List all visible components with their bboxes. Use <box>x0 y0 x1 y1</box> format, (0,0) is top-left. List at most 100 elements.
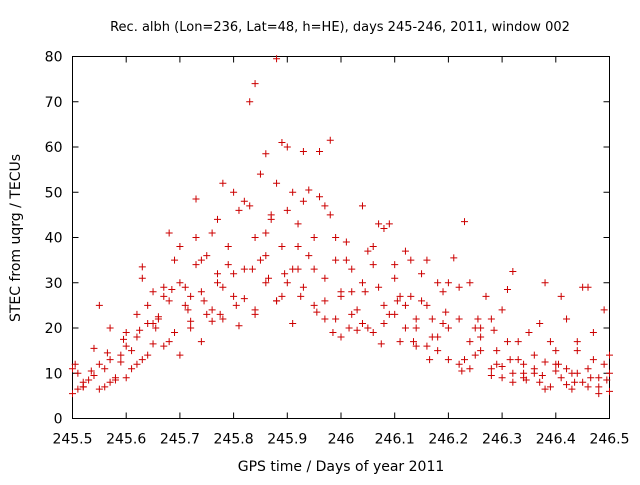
data-point-plus-marker <box>348 288 356 296</box>
data-point-plus-marker <box>353 326 361 334</box>
data-point-plus-marker <box>203 310 211 318</box>
data-point-plus-marker <box>391 310 399 318</box>
data-point-plus-marker <box>461 356 469 364</box>
data-point-plus-marker <box>184 306 192 314</box>
data-point-plus-marker <box>506 356 514 364</box>
data-point-plus-marker <box>262 279 270 287</box>
data-point-plus-marker <box>149 319 157 327</box>
data-point-plus-marker <box>342 238 350 246</box>
data-point-plus-marker <box>316 193 324 201</box>
data-point-plus-marker <box>316 148 324 156</box>
data-point-plus-marker <box>283 279 291 287</box>
data-point-plus-marker <box>181 301 189 309</box>
data-point-plus-marker <box>332 234 340 241</box>
x-axis: 245.5 245.6 245.7 245.8 245.9 246 246.1 246.2 24… <box>52 56 630 448</box>
x-tick-label: 245.8 <box>214 432 254 448</box>
data-point-plus-marker <box>181 283 189 291</box>
data-point-plus-marker <box>326 211 334 219</box>
data-point-plus-marker <box>90 344 98 352</box>
data-point-plus-marker <box>265 274 273 282</box>
data-point-plus-marker <box>224 261 232 269</box>
data-point-plus-marker <box>332 256 340 264</box>
data-point-plus-marker <box>283 206 291 214</box>
data-point-plus-marker <box>289 265 297 273</box>
data-point-plus-marker <box>401 301 409 309</box>
data-point-plus-marker <box>106 324 114 332</box>
data-point-plus-marker <box>520 360 528 368</box>
data-point-plus-marker <box>573 369 581 377</box>
data-point-plus-marker <box>136 326 144 334</box>
data-point-plus-marker <box>541 358 549 366</box>
data-point-plus-marker <box>503 286 511 294</box>
data-point-plus-marker <box>122 329 130 337</box>
data-point-plus-marker <box>321 297 329 305</box>
data-point-plus-marker <box>471 351 479 359</box>
data-point-plus-marker <box>219 179 227 187</box>
x-tick-label: 246.3 <box>482 432 522 448</box>
data-point-plus-marker <box>313 308 321 316</box>
data-point-plus-marker <box>380 301 388 309</box>
data-point-plus-marker <box>423 342 431 350</box>
data-point-plus-marker <box>493 360 501 368</box>
data-point-plus-marker <box>375 283 383 291</box>
data-point-plus-marker <box>310 234 318 241</box>
data-point-plus-marker <box>455 283 463 291</box>
data-point-plus-marker <box>95 301 103 309</box>
data-point-plus-marker <box>380 319 388 327</box>
data-point-plus-marker <box>326 136 334 144</box>
data-point-plus-marker <box>442 308 450 316</box>
data-point-plus-marker <box>120 335 128 343</box>
data-point-plus-marker <box>235 206 243 214</box>
data-point-plus-marker <box>240 265 248 273</box>
data-point-plus-marker <box>122 342 130 350</box>
x-tick-label: 246 <box>328 432 355 448</box>
data-point-plus-marker <box>364 247 372 255</box>
data-point-plus-marker <box>423 256 431 264</box>
data-point-plus-marker <box>69 390 76 398</box>
data-point-plus-marker <box>273 297 281 305</box>
data-point-plus-marker <box>482 292 490 300</box>
data-point-plus-marker <box>412 315 420 323</box>
data-point-plus-marker <box>546 383 554 391</box>
data-point-plus-marker <box>128 347 136 355</box>
data-point-plus-marker <box>176 279 184 287</box>
data-point-plus-marker <box>208 306 216 314</box>
data-point-plus-marker <box>587 374 595 382</box>
data-point-plus-marker <box>337 333 345 341</box>
x-tick-label: 246.4 <box>536 432 576 448</box>
data-point-plus-marker <box>552 367 560 375</box>
data-point-plus-marker <box>345 324 353 332</box>
y-axis-title: STEC from uqrg / TECUs <box>8 154 24 322</box>
data-point-plus-marker <box>407 256 415 264</box>
data-point-plus-marker <box>538 372 546 380</box>
data-point-plus-marker <box>522 376 530 384</box>
data-point-plus-marker <box>87 367 95 375</box>
chart-title: Rec. albh (Lon=236, Lat=48, h=HE), days … <box>110 20 570 35</box>
data-point-plus-marker <box>563 381 571 389</box>
y-tick-label: 10 <box>45 366 63 382</box>
data-point-plus-marker <box>321 315 329 323</box>
y-tick-label: 80 <box>45 50 63 66</box>
data-point-plus-marker <box>216 310 224 318</box>
data-point-plus-marker <box>439 288 447 296</box>
data-point-plus-marker <box>606 351 613 359</box>
data-point-plus-marker <box>85 376 93 384</box>
data-point-plus-marker <box>595 390 603 398</box>
data-point-plus-marker <box>377 340 385 348</box>
data-point-plus-marker <box>455 360 463 368</box>
data-point-plus-marker <box>557 292 565 300</box>
y-axis: 0 10 20 30 40 50 60 70 80 <box>45 50 610 428</box>
data-point-plus-marker <box>401 324 409 332</box>
data-point-plus-marker <box>466 338 474 346</box>
data-point-plus-marker <box>95 360 103 368</box>
data-point-plus-marker <box>71 360 79 368</box>
data-point-plus-marker <box>603 376 611 384</box>
data-point-plus-marker <box>262 150 270 158</box>
data-point-plus-marker <box>273 55 281 63</box>
data-point-plus-marker <box>133 310 141 318</box>
data-point-plus-marker <box>246 98 254 106</box>
data-point-plus-marker <box>439 319 447 327</box>
data-point-plus-marker <box>600 360 608 368</box>
data-point-plus-marker <box>168 286 176 294</box>
data-point-plus-marker <box>584 365 592 373</box>
